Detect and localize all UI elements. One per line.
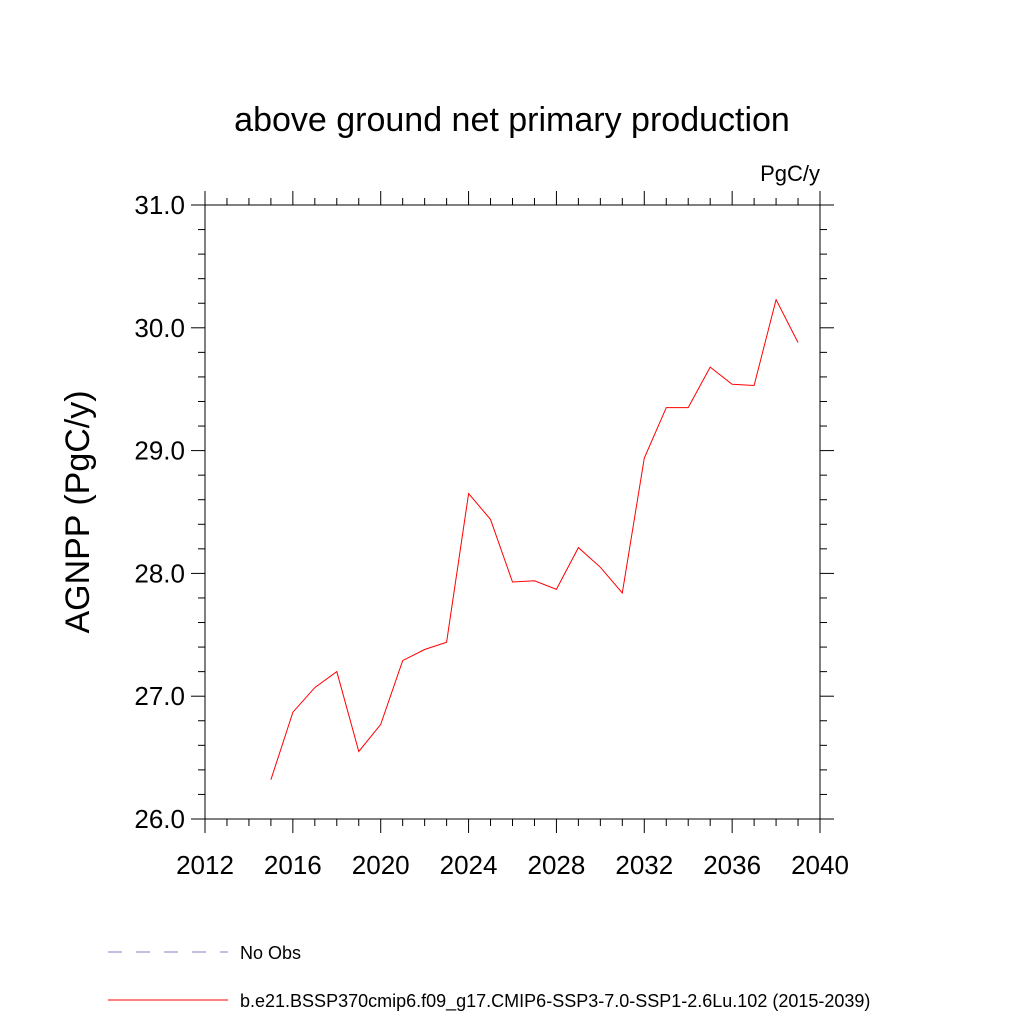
units-label: PgC/y — [760, 161, 820, 186]
x-tick-label: 2028 — [528, 850, 586, 880]
x-tick-label: 2016 — [264, 850, 322, 880]
y-axis: 26.0 27.0 28.0 29.0 30.0 31.0 — [134, 190, 834, 834]
x-tick-label: 2020 — [352, 850, 410, 880]
y-tick-label: 31.0 — [134, 190, 185, 220]
x-tick-label: 2024 — [440, 850, 498, 880]
y-tick-label: 26.0 — [134, 804, 185, 834]
x-tick-label: 2036 — [703, 850, 761, 880]
series-layer — [270, 298, 799, 780]
y-tick-label: 30.0 — [134, 313, 185, 343]
legend-label-model-run: b.e21.BSSP370cmip6.f09_g17.CMIP6-SSP3-7.… — [240, 991, 870, 1012]
series-line-0 — [270, 298, 799, 780]
y-tick-label: 28.0 — [134, 558, 185, 588]
legend: No Obs b.e21.BSSP370cmip6.f09_g17.CMIP6-… — [108, 943, 870, 1012]
x-tick-label: 2012 — [176, 850, 234, 880]
y-tick-label: 27.0 — [134, 681, 185, 711]
plot-frame — [204, 204, 821, 820]
y-axis-label: AGNPP (PgC/y) — [59, 390, 97, 633]
x-axis: 2012 2016 2020 2024 2028 2032 2036 2040 — [176, 191, 849, 880]
chart-title: above ground net primary production — [234, 101, 790, 139]
y-tick-label: 29.0 — [134, 436, 185, 466]
legend-label-no-obs: No Obs — [240, 943, 301, 963]
x-tick-label: 2040 — [791, 850, 849, 880]
x-tick-label: 2032 — [615, 850, 673, 880]
